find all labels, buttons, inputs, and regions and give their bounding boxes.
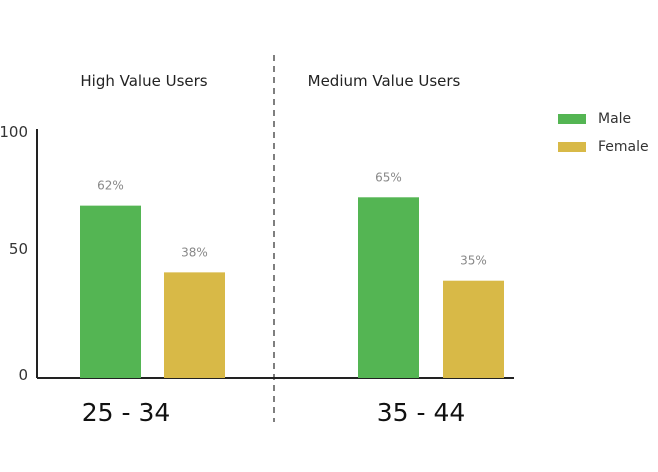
data-label-male-1: 65% <box>375 170 402 184</box>
data-label-female-0: 38% <box>181 245 208 259</box>
legend-swatch-male <box>558 114 586 124</box>
bar-male-0 <box>80 205 141 378</box>
legend-item-female: Female <box>558 133 649 161</box>
y-tick-label-100: 100 <box>0 123 28 141</box>
panel-title-medium-value: Medium Value Users <box>308 72 461 90</box>
panel-title-high-value: High Value Users <box>80 72 207 90</box>
legend-item-male: Male <box>558 105 649 133</box>
legend-swatch-female <box>558 142 586 152</box>
bars-group: 62% 65% 38% 35% <box>80 170 504 378</box>
legend-label-male: Male <box>598 111 632 127</box>
data-label-male-0: 62% <box>97 179 124 193</box>
legend: Male Female <box>558 105 649 161</box>
data-label-female-1: 35% <box>460 254 487 268</box>
y-tick-label-50: 50 <box>9 240 28 258</box>
legend-label-female: Female <box>598 139 649 155</box>
bar-male-1 <box>358 197 419 378</box>
bar-female-0 <box>164 272 225 378</box>
bar-female-1 <box>443 280 504 378</box>
y-tick-label-0: 0 <box>18 366 28 384</box>
category-label-35-44: 35 - 44 <box>377 398 466 427</box>
category-label-25-34: 25 - 34 <box>82 398 171 427</box>
